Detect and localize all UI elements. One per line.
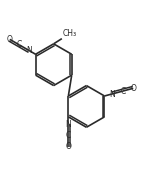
Text: O: O: [130, 84, 136, 93]
Text: C: C: [17, 40, 22, 49]
Text: O: O: [7, 35, 13, 44]
Text: N: N: [26, 46, 32, 55]
Text: N: N: [65, 120, 71, 129]
Text: N: N: [109, 90, 115, 98]
Text: C: C: [66, 131, 71, 140]
Text: O: O: [65, 142, 71, 151]
Text: C: C: [120, 87, 125, 96]
Text: CH₃: CH₃: [63, 29, 77, 38]
